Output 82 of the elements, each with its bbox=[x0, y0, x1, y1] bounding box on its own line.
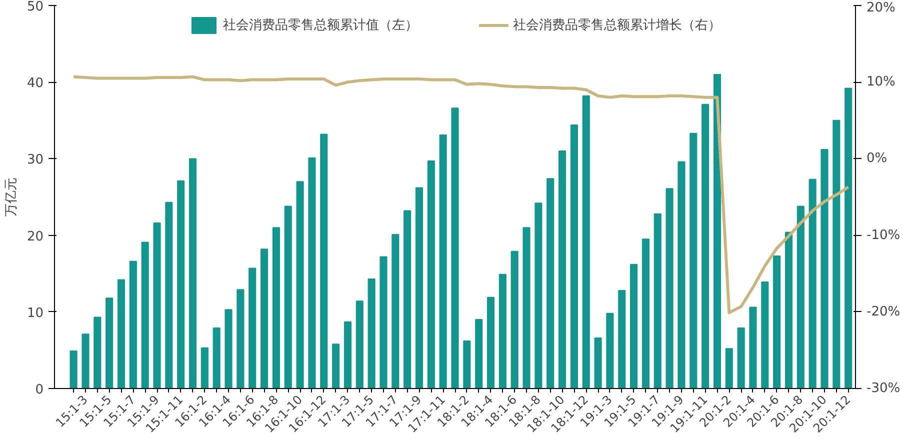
bar bbox=[308, 157, 316, 388]
bar bbox=[70, 350, 78, 388]
bar bbox=[320, 134, 328, 388]
bar bbox=[820, 149, 828, 388]
bar bbox=[106, 298, 114, 388]
y2-tick-label: -30% bbox=[866, 381, 900, 396]
bar bbox=[94, 316, 102, 388]
bar bbox=[713, 74, 722, 388]
bar bbox=[392, 234, 400, 388]
bar bbox=[784, 232, 793, 388]
bar bbox=[272, 227, 280, 388]
bar bbox=[773, 255, 781, 388]
bar bbox=[844, 88, 852, 388]
bar bbox=[236, 289, 244, 388]
line-series bbox=[72, 75, 850, 314]
bar bbox=[618, 290, 626, 388]
bar bbox=[486, 296, 495, 388]
bar bbox=[368, 278, 376, 388]
bar bbox=[606, 312, 614, 388]
bar bbox=[702, 104, 710, 388]
y-tick-label: 40 bbox=[26, 76, 44, 92]
bar bbox=[510, 250, 518, 388]
bar bbox=[808, 178, 816, 388]
bar bbox=[630, 264, 638, 388]
y2-tick-label: 10% bbox=[866, 74, 896, 90]
bar bbox=[296, 181, 304, 388]
bar bbox=[654, 213, 662, 388]
bar bbox=[415, 187, 424, 388]
bar bbox=[749, 306, 757, 388]
bar bbox=[82, 334, 90, 388]
y2-tick-label: 0% bbox=[866, 151, 888, 166]
bar bbox=[260, 248, 268, 388]
bar bbox=[284, 206, 292, 388]
bar bbox=[200, 347, 208, 388]
y2-tick-label: 20% bbox=[866, 0, 896, 16]
bar bbox=[129, 260, 137, 388]
bar bbox=[594, 337, 602, 388]
legend-label: 社会消费品零售总额累计增长（右） bbox=[513, 17, 721, 34]
bar bbox=[832, 120, 840, 388]
bar bbox=[404, 210, 412, 388]
bar bbox=[678, 161, 686, 388]
bar bbox=[344, 321, 352, 388]
y-tick-label: 0 bbox=[35, 382, 44, 398]
bar bbox=[498, 274, 506, 388]
bar bbox=[332, 344, 340, 388]
bar bbox=[188, 158, 197, 388]
bar bbox=[475, 319, 483, 388]
legend-label: 社会消费品零售总额累计值（左） bbox=[223, 17, 418, 34]
bar bbox=[546, 178, 554, 388]
bar bbox=[248, 268, 256, 388]
bar bbox=[582, 95, 590, 388]
bar bbox=[356, 300, 364, 388]
bar bbox=[153, 222, 161, 388]
bar bbox=[690, 132, 698, 388]
y-tick-label: 30 bbox=[26, 152, 44, 168]
bar bbox=[796, 206, 804, 388]
bar bbox=[570, 124, 578, 388]
bar bbox=[177, 180, 185, 388]
bar bbox=[141, 242, 149, 388]
y2-tick-label: -20% bbox=[866, 304, 900, 320]
bar bbox=[380, 256, 388, 388]
bar bbox=[439, 134, 447, 388]
bar bbox=[761, 282, 769, 388]
y2-tick-label: -10% bbox=[866, 228, 900, 243]
bar bbox=[117, 279, 126, 388]
bar bbox=[666, 188, 674, 388]
bar bbox=[558, 150, 566, 388]
bar bbox=[725, 348, 733, 388]
bar bbox=[522, 227, 530, 388]
y-tick-label: 50 bbox=[26, 0, 44, 14]
y-tick-label: 20 bbox=[26, 229, 44, 244]
bar bbox=[642, 238, 650, 388]
bar bbox=[463, 340, 471, 388]
bar bbox=[534, 202, 542, 388]
bar bbox=[737, 327, 745, 388]
bar bbox=[427, 160, 435, 388]
y-tick-label: 10 bbox=[26, 306, 44, 321]
bar bbox=[165, 202, 173, 388]
bar bbox=[451, 108, 459, 388]
bar bbox=[212, 327, 220, 388]
bar bbox=[224, 309, 232, 388]
y-axis-title: 万亿元 bbox=[4, 178, 19, 216]
